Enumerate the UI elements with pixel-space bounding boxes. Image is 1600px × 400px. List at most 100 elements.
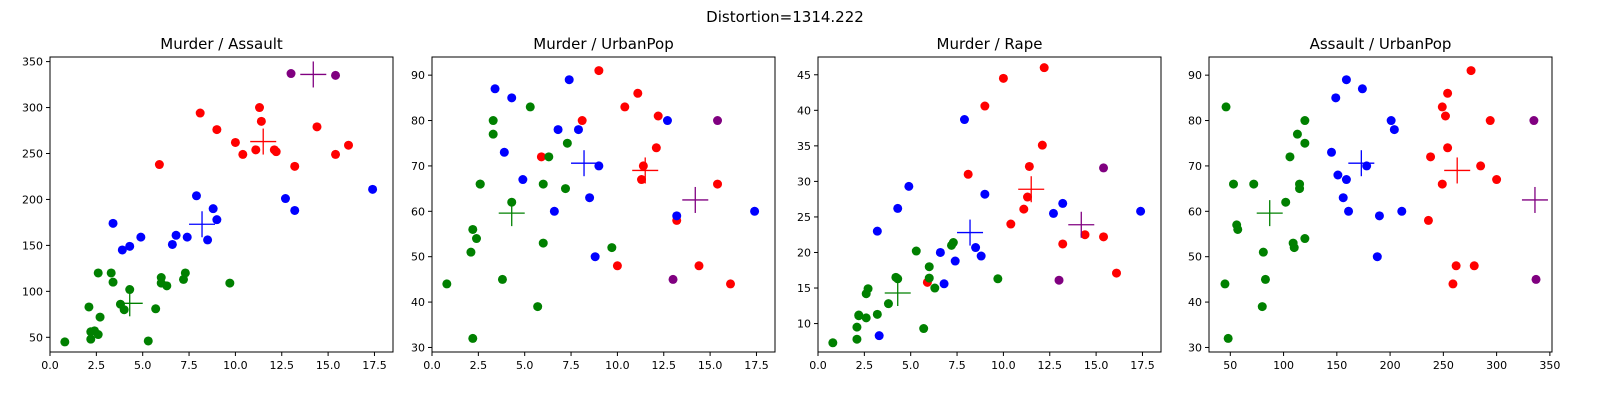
scatter-point [212,215,222,225]
scatter-point [590,252,600,262]
scatter-point [852,334,862,344]
scatter-point [225,278,235,288]
scatter-point [212,125,222,135]
subplot-4: Assault / UrbanPop 50 100 150 200 250 300 350 30… [1188,35,1560,372]
scatter-point [668,274,678,284]
x-tick-label: 12.5 [652,359,677,372]
y-tick-label: 20 [797,246,811,259]
scatter-point [468,333,478,343]
centroid-marker [884,280,911,306]
scatter-point [1281,197,1291,207]
y-tick-label: 80 [411,115,425,128]
scatter-point [154,160,164,170]
x-tick-label: 5.0 [516,359,534,372]
x-tick-label: 17.5 [744,359,769,372]
scatter-point [497,274,507,284]
scatter-point [238,149,248,159]
scatter-point [1058,239,1068,249]
centroid-marker [957,219,984,246]
x-tick-label: 0.0 [41,359,59,372]
plot-frame [1208,56,1553,353]
x-tick-label: 200 [1380,359,1401,372]
scatter-point [151,304,161,314]
scatter-point [468,224,478,234]
scatter-point [1389,125,1399,135]
scatter-point [125,241,135,251]
y-tick-label: 350 [22,56,43,69]
scatter-point [280,194,290,204]
scatter-point [935,247,945,257]
y-tick-label: 70 [1188,160,1202,173]
scatter-point [612,261,622,271]
scatter-point [861,313,871,323]
scatter-point [553,125,563,135]
scatter-point [490,84,500,94]
scatter-point [998,73,1008,83]
scatter-point [1285,152,1295,162]
scatter-point [525,102,535,112]
scatter-point [637,175,647,185]
scatter-point [1019,204,1029,214]
scatter-point [1006,219,1016,229]
scatter-point [1397,206,1407,216]
scatter-point [1469,261,1479,271]
y-tick-label: 90 [411,69,425,82]
scatter-point [993,274,1003,284]
x-tick-label: 10.0 [605,359,630,372]
x-tick-label: 5.0 [902,359,920,372]
scatter-point [182,232,192,242]
scatter-point [93,330,103,340]
scatter-point [1233,224,1243,234]
centroid-marker [682,186,709,213]
scatter-point [488,116,498,126]
y-tick-label: 35 [797,140,811,153]
x-tick-label: 10.0 [223,359,248,372]
scatter-point [562,138,572,148]
scatter-point [191,191,201,201]
subplot-1: Murder / Assault 0.0 2.5 5.0 7.5 10.0 12.5 15.0… [22,35,394,372]
scatter-point [651,143,661,153]
scatter-point [976,251,986,261]
centroid-marker [571,150,598,177]
scatter-point [924,273,934,283]
scatter-point [1341,75,1351,85]
scatter-point [1058,198,1068,208]
scatter-point [1295,179,1305,189]
scatter-point [577,116,587,126]
centroid-marker [1256,200,1283,227]
scatter-point [1529,116,1539,126]
centroid-marker [1348,150,1375,177]
scatter-point [1054,275,1064,285]
scatter-point [653,111,663,121]
scatter-point [1344,206,1354,216]
x-tick-label: 15.0 [1084,359,1109,372]
subplot-title: Murder / UrbanPop [533,35,673,53]
y-tick-label: 30 [797,175,811,188]
y-tick-label: 45 [797,69,811,82]
scatter-point [171,230,181,240]
scatter-point [1300,234,1310,244]
scatter-point [726,279,736,289]
scatter-point [466,247,476,257]
y-tick-label: 50 [1188,251,1202,264]
x-tick-label: 10.0 [991,359,1016,372]
scatter-point [872,309,882,319]
scatter-point [620,102,630,112]
scatter-point [119,305,129,315]
figure-suptitle: Distortion=1314.222 [706,8,864,26]
subplot-3: Murder / Rape 0.0 2.5 5.0 7.5 10.0 12.5 15.0 17.… [797,35,1162,372]
scatter-point [713,116,723,126]
scatter-point [136,232,146,242]
scatter-point [251,145,261,155]
y-tick-label: 60 [411,205,425,218]
scatter-point [950,256,960,266]
scatter-point [1423,215,1433,225]
scatter-point [1249,179,1259,189]
y-tick-label: 300 [22,102,43,115]
scatter-point [1260,274,1270,284]
scatter-point [60,337,70,347]
scatter-point [536,152,546,162]
scatter-point [564,75,574,85]
scatter-point [1485,116,1495,126]
